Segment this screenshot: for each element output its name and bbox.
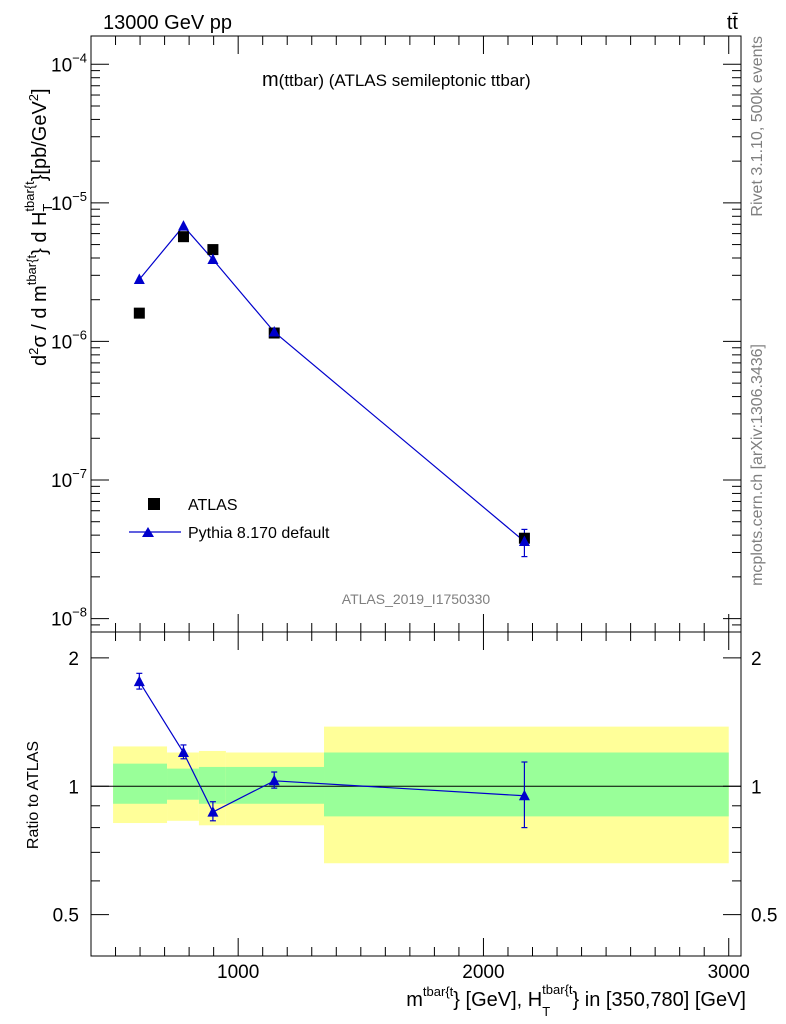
main-plot-panel: 10−8 10−7 10−6 10−5 10−4 m(ttbar) (ATLAS sem… — [22, 35, 742, 633]
process-label: tt̄ — [727, 12, 739, 34]
main-data-marks — [133, 220, 530, 558]
rivet-label: Rivet 3.1.10, 500k events — [749, 36, 766, 217]
legend-pythia-marker — [142, 527, 154, 537]
ratio-band-inner — [324, 752, 729, 817]
ratio-y-axis-label: Ratio to ATLAS — [25, 741, 42, 849]
legend-atlas-marker — [148, 498, 160, 510]
legend: ATLAS Pythia 8.170 default — [129, 497, 330, 542]
pythia-point — [268, 325, 280, 337]
atlas-point — [207, 244, 219, 256]
pythia-point — [518, 535, 530, 546]
main-y-tick-label: 10−8 — [51, 605, 87, 631]
atlas-point — [177, 231, 189, 243]
ratio-point — [177, 746, 189, 758]
main-frame — [90, 35, 742, 633]
ratio-band-inner — [113, 763, 168, 804]
pythia-point — [133, 273, 145, 284]
ratio-y-tick-label-right: 1 — [751, 777, 762, 798]
ratio-plot-panel: 0.5 0.5 1 1 2 2 1000 2000 3000 Ratio to ATLAS m… — [25, 631, 778, 1019]
ratio-point — [518, 789, 530, 801]
main-y-tick-labels: 10−8 10−7 10−6 10−5 10−4 — [51, 50, 87, 630]
ratio-y-tick-label-left: 2 — [68, 649, 79, 670]
ratio-y-tick-labels: 0.5 0.5 1 1 2 2 — [53, 649, 778, 927]
ratio-point — [268, 774, 280, 786]
legend-pythia-label: Pythia 8.170 default — [188, 525, 330, 542]
pythia-point — [177, 220, 189, 231]
x-tick-label: 2000 — [462, 962, 504, 983]
ratio-data-marks — [133, 672, 530, 829]
legend-atlas-label: ATLAS — [188, 497, 238, 514]
main-y-tick-label: 10−7 — [51, 466, 87, 492]
ratio-frame — [90, 631, 742, 957]
analysis-id: ATLAS_2019_I1750330 — [342, 591, 491, 607]
ratio-axis-ticks — [91, 632, 741, 957]
ratio-y-tick-label-right: 0.5 — [751, 906, 777, 927]
ratio-band-inner — [198, 766, 226, 804]
energy-label: 13000 GeV pp — [103, 12, 232, 34]
ratio-point — [207, 806, 219, 817]
x-tick-label: 1000 — [217, 962, 259, 983]
ratio-y-tick-label-left: 1 — [68, 777, 79, 798]
main-axis-ticks — [91, 36, 741, 633]
x-axis-label: mtbar{t} [GeV], HTtbar{t} in [350,780] [… — [406, 982, 746, 1019]
ratio-y-tick-label-left: 0.5 — [53, 906, 79, 927]
pythia-point — [207, 253, 219, 265]
source-label: mcplots.cern.ch [arXiv:1306.3436] — [749, 344, 766, 586]
ratio-point — [133, 675, 145, 687]
x-tick-labels: 1000 2000 3000 — [217, 962, 750, 983]
main-y-tick-label: 10−4 — [51, 50, 87, 76]
ratio-uncertainty-bands — [113, 726, 729, 864]
pythia-series-line — [138, 225, 525, 542]
plot-title: m(ttbar) (ATLAS semileptonic ttbar) — [262, 69, 531, 91]
main-y-tick-label: 10−5 — [51, 189, 87, 215]
main-y-tick-label: 10−6 — [51, 327, 87, 353]
main-y-axis-label: d2σ / d mtbar{t} d HTtbar{t}[pb/GeV2] — [22, 88, 55, 366]
x-tick-label: 3000 — [708, 962, 750, 983]
atlas-point — [133, 307, 145, 319]
ratio-y-tick-label-right: 2 — [751, 649, 762, 670]
